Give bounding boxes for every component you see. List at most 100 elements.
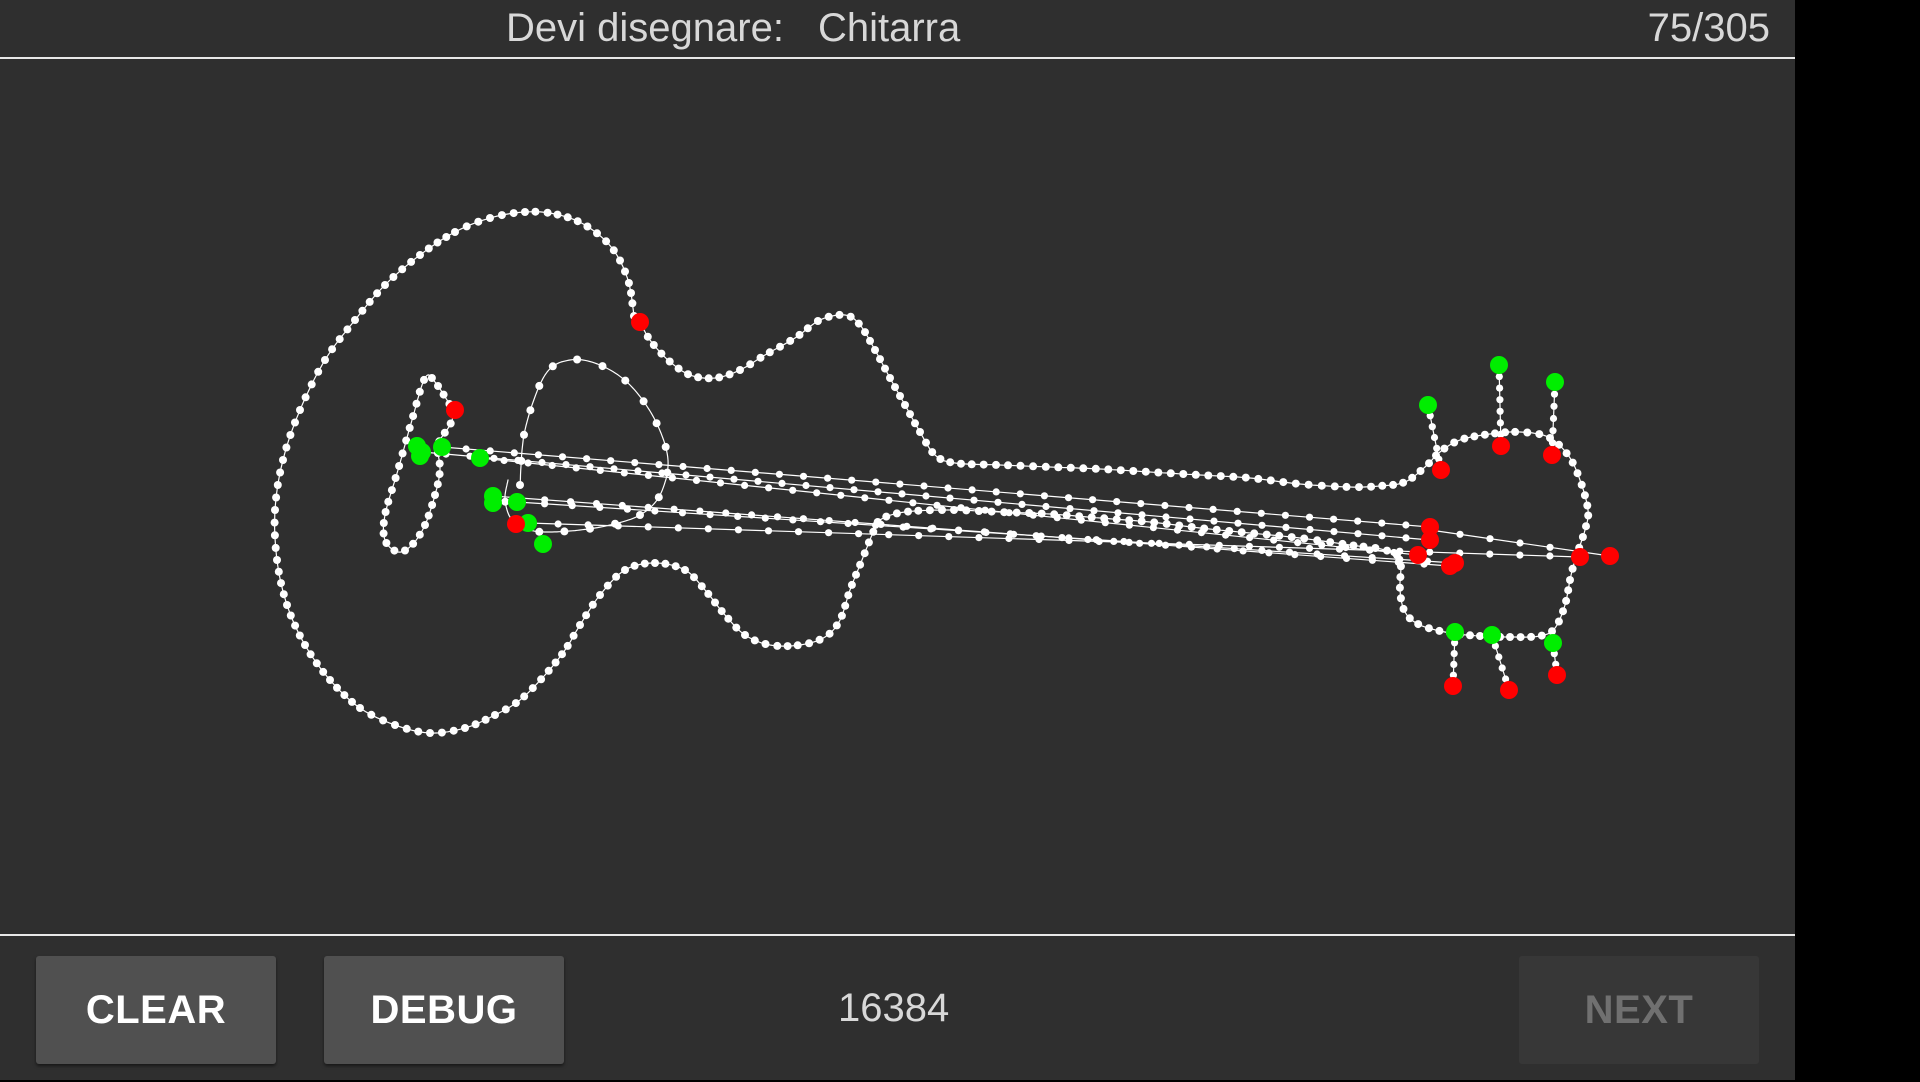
stroke-point [301,393,310,402]
stroke-point [1016,490,1024,498]
stroke-point [1239,547,1247,555]
stroke-point [1355,483,1363,492]
stroke-point [569,631,578,640]
stroke-point [541,500,549,508]
stroke-point [451,228,459,236]
stroke-point [946,458,955,467]
stroke-point [1496,407,1504,415]
stroke-point [537,675,546,684]
stroke-point [896,392,904,400]
stroke-point [1175,541,1183,549]
stroke-point [583,455,591,463]
stroke-point [389,273,398,281]
stroke-point [381,281,389,289]
stroke-point [651,507,659,515]
stroke-point [950,506,958,514]
stroke-point [1366,546,1374,554]
stroke-point [1285,548,1294,556]
stroke-point [679,462,687,471]
stroke-point [420,375,428,384]
stroke-point [398,265,407,274]
stroke-point [944,484,952,492]
debug-button[interactable]: DEBUG [324,956,564,1064]
stroke-point [340,691,349,700]
stroke-point [1313,550,1321,558]
drawing-canvas[interactable] [0,59,1795,934]
stroke-point [1246,534,1254,542]
stroke-point [1005,534,1013,543]
stroke-point [724,614,733,623]
stroke-start-marker [433,438,451,456]
stroke-start-marker [1446,623,1464,641]
stroke-point [881,364,889,373]
stroke-point [654,493,663,502]
stroke-point [1486,550,1494,558]
clear-button[interactable]: CLEAR [36,956,276,1064]
stroke-point [1495,653,1503,661]
stroke-end-marker [446,401,464,419]
next-button[interactable]: NEXT [1519,956,1759,1064]
stroke-point [1584,511,1593,520]
stroke-point [516,481,524,489]
stroke-point [761,640,770,648]
stroke-point [621,267,629,276]
stroke-point [761,514,769,522]
stroke-point [644,523,652,531]
stroke-point [741,631,749,639]
stroke-point [711,598,719,607]
stroke-point [1425,459,1433,468]
stroke-point [793,641,802,650]
stroke-point [312,659,321,668]
stroke-point [500,456,508,465]
stroke-point [1383,546,1391,555]
stroke-point [1233,507,1241,515]
stroke-point [538,458,546,467]
stroke-point [1435,455,1443,463]
stroke-point [706,473,714,481]
stroke-point [1010,530,1018,538]
stroke-point [291,621,300,630]
stroke-point [1456,530,1464,538]
stroke-line [479,457,1419,556]
stroke-point [563,641,572,650]
stroke-point [490,454,498,462]
stroke-point [1185,503,1193,512]
stroke-point [1281,511,1289,519]
stroke-point [335,335,344,344]
stroke-point [343,325,352,334]
stroke-point [915,532,923,540]
stroke-point [596,503,604,511]
stroke-point [1496,384,1504,392]
stroke-point [1480,430,1489,439]
stroke-point [609,246,618,255]
stroke-point [1426,412,1434,420]
stroke-point [1582,522,1590,531]
stroke-start-marker [1419,396,1437,414]
stroke-point [850,486,858,494]
stroke-point [296,406,304,414]
stroke-point [979,460,988,469]
stroke-point [1012,508,1021,517]
stroke-point [437,728,446,737]
stroke-point [526,406,535,415]
stroke-point [431,491,439,499]
stroke-point [481,715,490,724]
stroke-point [844,519,852,528]
stroke-point [717,607,726,616]
stroke-point [876,355,884,364]
stroke-point [1450,660,1458,669]
stroke-point [1568,458,1577,467]
stroke-point [1029,511,1037,519]
stroke-point [1237,528,1246,537]
stroke-end-marker [1543,446,1561,464]
stroke-point [401,546,409,555]
stroke-point [1523,428,1532,437]
stroke-point [1234,519,1242,527]
stroke-point [1058,534,1066,542]
stroke-point [1390,548,1398,557]
stroke-point [643,332,652,341]
stroke-point [1141,467,1150,476]
stroke-start-marker [1544,634,1562,652]
stroke-point [805,639,814,648]
stroke-point [778,479,786,487]
